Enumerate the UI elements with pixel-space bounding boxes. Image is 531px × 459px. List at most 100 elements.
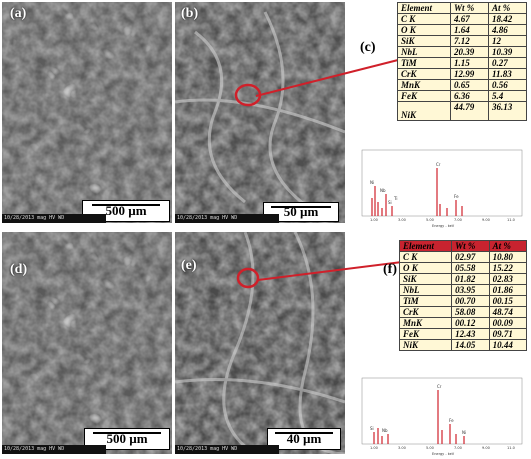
cell-element: CrK [398, 306, 453, 318]
scale-line [275, 432, 333, 434]
peak-label: Cr [437, 384, 442, 389]
panel-label-e: (e) [181, 258, 197, 273]
table-row: TiM 1.15 0.27 [397, 57, 528, 69]
sem-panel-e: (e) 40 µm 10/28/2013 mag HV WD [175, 232, 345, 454]
analysis-circle-e [236, 267, 260, 289]
tick-label: 7.00 [454, 446, 462, 450]
spectrum-peaks-1 [371, 168, 463, 216]
cell-element: NbL [398, 284, 453, 296]
peak-label: Fe [454, 194, 459, 199]
tick-label: 7.00 [454, 218, 462, 222]
peak-label: Si [370, 426, 374, 431]
sem-panel-a: (a) 500 µm 10/28/2013 mag HV WD [2, 2, 172, 223]
cell-wt: 05.58 [451, 262, 490, 274]
cell-wt: 12.99 [449, 68, 489, 80]
tick-label: 9.00 [482, 446, 490, 450]
table-row: C K 02.97 10.80 [398, 251, 528, 263]
table-row: SiK 7.12 12 [397, 35, 528, 47]
panel-label-a: (a) [10, 6, 27, 21]
spectrum-peaks-2 [373, 390, 465, 444]
cell-element: O K [397, 24, 451, 36]
panel-label-f: (f) [383, 262, 397, 277]
cell-wt: 58.08 [451, 306, 490, 318]
table-row: CrK 12.99 11.83 [397, 68, 528, 80]
cell-at: 18.42 [487, 13, 528, 25]
table-row: MnK 00.12 00.09 [398, 317, 528, 329]
cell-at: 11.83 [487, 68, 528, 80]
cell-at: 0.56 [487, 79, 528, 91]
eds-spectrum-2: Cr Fe Ni Si Nb 1.00 3.00 5.00 7.00 9.00 … [361, 377, 523, 456]
tick-label: 11.0 [507, 218, 515, 222]
peak-label: Ti [393, 196, 397, 201]
scale-line [271, 206, 331, 208]
table-row: NiK 14.05 10.44 [398, 339, 528, 351]
table-row: FeK 6.36 5.4 [397, 90, 528, 102]
sem-info-bar-e: 10/28/2013 mag HV WD [175, 445, 279, 454]
sem-info-bar-b: 10/28/2013 mag HV WD [175, 214, 279, 223]
peak-label: Nb [382, 428, 388, 433]
table-header-row: Element Wt % At % [397, 2, 528, 14]
scale-label-a: 500 µm [105, 203, 147, 218]
table-row: NbL 20.39 10.39 [397, 46, 528, 58]
cell-wt: 7.12 [449, 35, 489, 47]
panel-label-d: (d) [10, 262, 28, 277]
tick-label: 1.00 [370, 446, 378, 450]
eds-table-c: Element Wt % At % C K 4.67 18.42 O K 1.64 4.… [397, 2, 528, 121]
cell-element: NbL [397, 46, 451, 58]
table-row: SiK 01.82 02.83 [398, 273, 528, 285]
scale-label-d: 500 µm [106, 431, 148, 446]
cell-at: 10.80 [488, 251, 528, 263]
cell-wt: 20.39 [449, 46, 489, 58]
cell-element: SiK [397, 35, 451, 47]
table-row: C K 4.67 18.42 [397, 13, 528, 25]
cell-wt: 00.70 [451, 295, 490, 307]
peak-label: Ni [370, 180, 374, 185]
table-row: CrK 58.08 48.74 [398, 306, 528, 318]
table-row: NbL 03.95 01.86 [398, 284, 528, 296]
cell-at: 0.27 [487, 57, 528, 69]
header-at: At % [487, 2, 528, 14]
cell-at: 12 [487, 35, 528, 47]
cell-wt: 00.12 [451, 317, 490, 329]
sem-texture [2, 2, 172, 223]
tick-label: 5.00 [426, 446, 434, 450]
x-axis-label: Energy - keV [432, 224, 455, 228]
cell-at: 4.86 [487, 24, 528, 36]
panel-label-c: (c) [360, 40, 376, 55]
header-wt: Wt % [451, 240, 490, 252]
cell-at: 10.39 [487, 46, 528, 58]
sem-texture [2, 232, 172, 454]
cell-wt: 03.95 [451, 284, 490, 296]
tick-label: 9.00 [482, 218, 490, 222]
peak-label: Ni [462, 430, 466, 435]
sem-texture [175, 2, 345, 223]
cell-at: 10.44 [488, 339, 528, 351]
cell-at: 01.86 [488, 284, 528, 296]
cell-at: 00.09 [488, 317, 528, 329]
tick-label: 11.0 [507, 446, 515, 450]
cell-element: CrK [397, 68, 451, 80]
scale-bar-d: 500 µm [84, 428, 170, 450]
scale-bar-e: 40 µm [267, 428, 341, 450]
panel-label-b: (b) [181, 6, 199, 21]
cell-wt: 1.64 [449, 24, 489, 36]
header-wt: Wt % [449, 2, 489, 14]
scale-label-e: 40 µm [286, 431, 322, 446]
table-row: O K 1.64 4.86 [397, 24, 528, 36]
sem-texture [175, 232, 345, 454]
cell-at: 15.22 [488, 262, 528, 274]
cell-wt: 4.67 [449, 13, 489, 25]
peak-label: Nb [380, 188, 386, 193]
cell-at: 48.74 [488, 306, 528, 318]
x-axis-label: Energy - keV [432, 452, 455, 456]
eds-table-f: Element Wt % At % C K 02.97 10.80 O K 05.58… [398, 240, 528, 351]
tick-label: 3.00 [398, 218, 406, 222]
table-header-row: Element Wt % At % [398, 240, 528, 252]
header-at: At % [488, 240, 528, 252]
tick-label: 3.00 [398, 446, 406, 450]
cell-element: O K [398, 262, 453, 274]
cell-wt: 0.65 [449, 79, 489, 91]
cell-wt: 02.97 [451, 251, 490, 263]
cell-element: C K [398, 251, 453, 263]
